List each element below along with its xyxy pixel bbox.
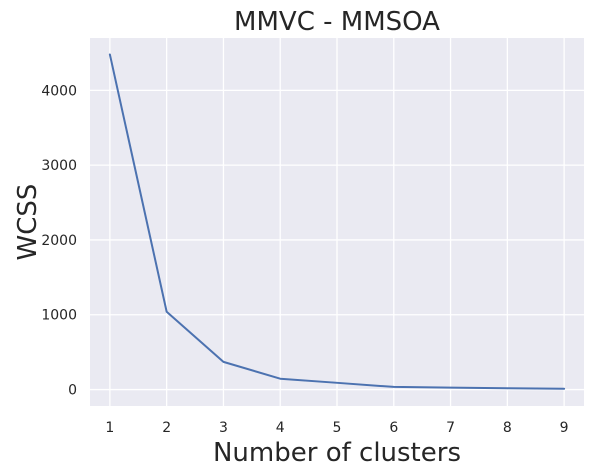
y-tick-label: 2000 — [41, 233, 77, 249]
y-tick-label: 4000 — [41, 83, 77, 99]
x-tick-label: 8 — [503, 420, 512, 436]
y-tick-label: 1000 — [41, 308, 77, 324]
x-tick-label: 2 — [162, 420, 171, 436]
x-axis-label: Number of clusters — [213, 438, 461, 468]
x-tick-label: 4 — [276, 420, 285, 436]
x-tick-label: 3 — [219, 420, 228, 436]
x-tick-label: 7 — [446, 420, 455, 436]
chart-title: MMVC - MMSOA — [234, 7, 440, 37]
x-tick-label: 1 — [105, 420, 114, 436]
y-axis-label: WCSS — [13, 184, 43, 261]
y-tick-label: 3000 — [41, 158, 77, 174]
y-tick-label: 0 — [68, 383, 77, 399]
x-tick-label: 5 — [333, 420, 342, 436]
x-tick-label: 6 — [389, 420, 398, 436]
x-tick-label: 9 — [560, 420, 569, 436]
